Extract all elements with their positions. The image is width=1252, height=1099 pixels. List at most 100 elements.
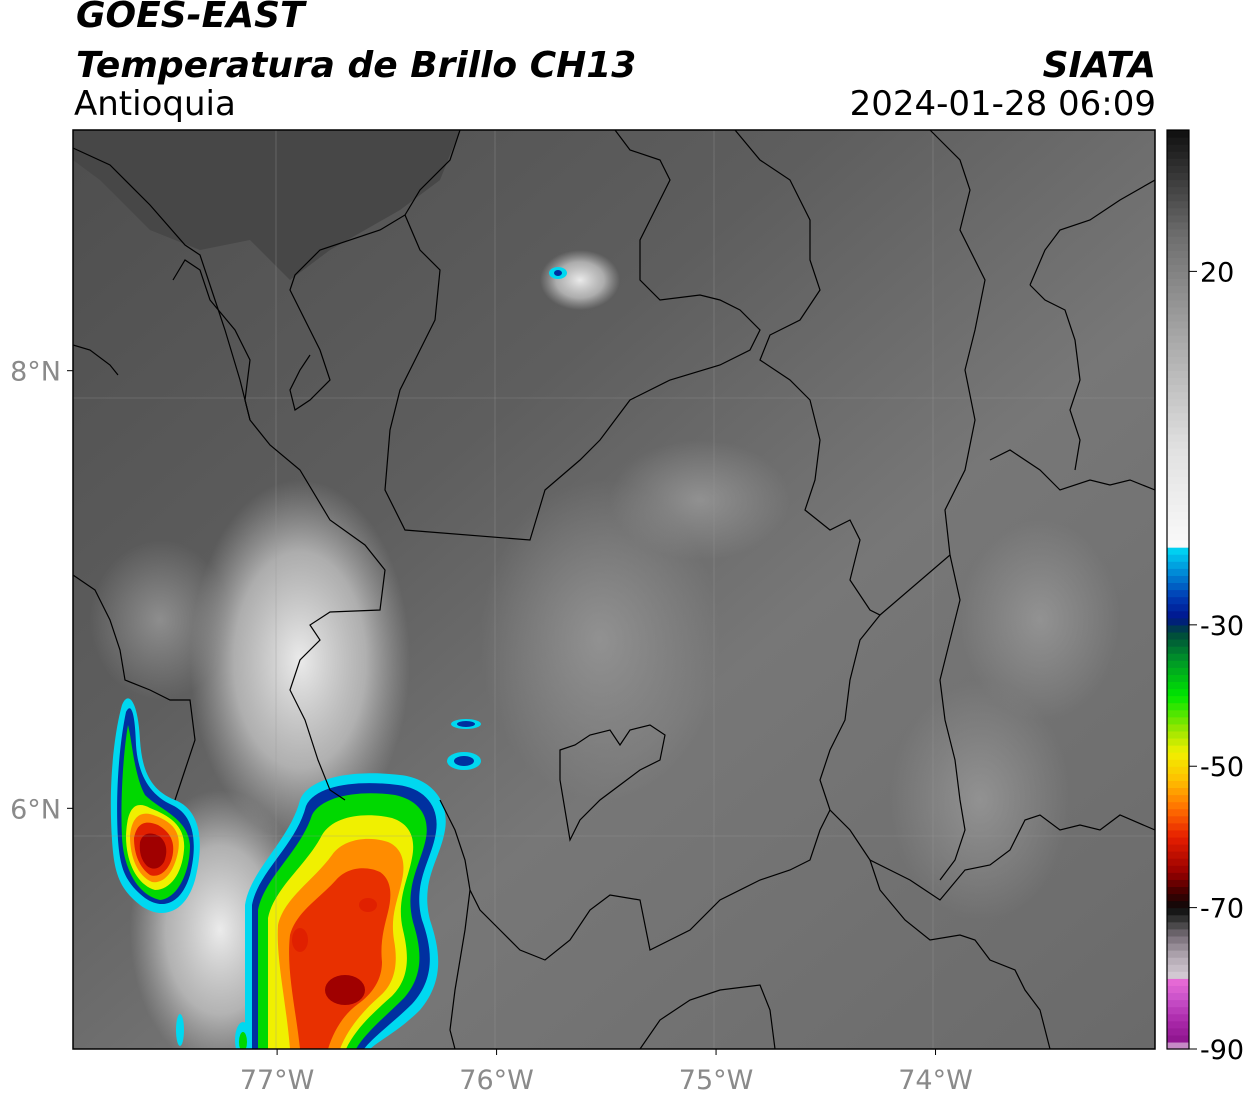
- colorbar-segment: [1167, 193, 1189, 202]
- colorbar-segment: [1167, 935, 1189, 944]
- colorbar-segment: [1167, 667, 1189, 675]
- colorbar-tick-label: -50: [1200, 752, 1244, 783]
- colorbar-segment: [1167, 158, 1189, 166]
- colorbar-segment: [1167, 525, 1189, 534]
- colorbar-segment: [1167, 469, 1189, 477]
- colorbar-segment: [1167, 271, 1189, 280]
- colorbar-segment: [1167, 313, 1189, 322]
- colorbar-segment: [1167, 568, 1189, 576]
- colorbar-segment: [1167, 250, 1189, 258]
- colorbar-segment: [1167, 596, 1189, 605]
- colorbar-segment: [1167, 752, 1189, 760]
- colorbar-segment: [1167, 646, 1189, 654]
- colorbar-segment: [1167, 914, 1189, 923]
- colorbar-segment: [1167, 476, 1189, 485]
- colorbar-segment: [1167, 603, 1189, 612]
- colorbar-segment: [1167, 405, 1189, 414]
- colorbar-frame: [1166, 129, 1190, 1050]
- colorbar-segment: [1167, 335, 1189, 343]
- colorbar-segment: [1167, 992, 1189, 1001]
- colorbar-segment: [1167, 327, 1189, 336]
- colorbar-segment: [1167, 1027, 1189, 1036]
- colorbar-segment: [1167, 532, 1189, 541]
- lon-tick-label: 75°W: [679, 1065, 754, 1096]
- colorbar-segment: [1167, 144, 1189, 152]
- colorbar-segment: [1167, 702, 1189, 711]
- colorbar-segment: [1167, 964, 1189, 972]
- colorbar-segment: [1167, 879, 1189, 888]
- colorbar-gradient: [1167, 130, 1189, 1050]
- lon-tick-label: 77°W: [240, 1065, 315, 1096]
- colorbar-segment: [1167, 1041, 1189, 1050]
- colorbar-segment: [1167, 794, 1189, 803]
- colorbar-segment: [1167, 801, 1189, 810]
- colorbar-segment: [1167, 186, 1189, 195]
- colorbar-segment: [1167, 1020, 1189, 1029]
- colorbar-segment: [1167, 582, 1189, 591]
- colorbar-segment: [1167, 688, 1189, 697]
- colorbar-segment: [1167, 518, 1189, 527]
- colorbar-segment: [1167, 575, 1189, 584]
- colorbar-segment: [1167, 130, 1189, 138]
- datetime-label: 2024-01-28 06:09: [849, 84, 1156, 124]
- colorbar-segment: [1167, 547, 1189, 555]
- colorbar-segment: [1167, 236, 1189, 244]
- colorbar: 20 -30 -50 -70 -90: [1166, 129, 1244, 1066]
- colorbar-segment: [1167, 151, 1189, 159]
- colorbar-segment: [1167, 257, 1189, 265]
- colorbar-segment: [1167, 723, 1189, 732]
- colorbar-segment: [1167, 900, 1189, 909]
- colorbar-segment: [1167, 363, 1189, 371]
- colorbar-segment: [1167, 165, 1189, 174]
- colorbar-segment: [1167, 179, 1189, 188]
- colorbar-tick-label: -90: [1200, 1035, 1244, 1066]
- colorbar-segment: [1167, 221, 1189, 230]
- colorbar-tick-label: -30: [1200, 611, 1244, 642]
- colorbar-segment: [1167, 716, 1189, 725]
- colorbar-segment: [1167, 822, 1189, 831]
- colorbar-segment: [1167, 660, 1189, 668]
- colorbar-segment: [1167, 942, 1189, 951]
- colorbar-segment: [1167, 836, 1189, 845]
- colorbar-segment: [1167, 264, 1189, 272]
- colorbar-ticks: 20 -30 -50 -70 -90: [1189, 257, 1244, 1066]
- colorbar-segment: [1167, 759, 1189, 767]
- colorbar-segment: [1167, 617, 1189, 626]
- colorbar-segment: [1167, 624, 1189, 633]
- lon-tick-label: 76°W: [459, 1065, 534, 1096]
- colorbar-segment: [1167, 787, 1189, 796]
- colorbar-segment: [1167, 695, 1189, 704]
- colorbar-segment: [1167, 504, 1189, 513]
- colorbar-segment: [1167, 137, 1189, 145]
- colorbar-segment: [1167, 589, 1189, 598]
- colorbar-segment: [1167, 829, 1189, 838]
- colorbar-segment: [1167, 653, 1189, 661]
- colorbar-segment: [1167, 921, 1189, 930]
- colorbar-segment: [1167, 950, 1189, 958]
- region-label: Antioquia: [74, 84, 236, 124]
- colorbar-segment: [1167, 455, 1189, 463]
- colorbar-segment: [1167, 773, 1189, 781]
- colorbar-segment: [1167, 412, 1189, 421]
- colorbar-segment: [1167, 745, 1189, 753]
- colorbar-segment: [1167, 511, 1189, 520]
- colorbar-segment: [1167, 843, 1189, 852]
- colorbar-segment: [1167, 999, 1189, 1008]
- colorbar-segment: [1167, 356, 1189, 364]
- colorbar-segment: [1167, 433, 1189, 442]
- colorbar-segment: [1167, 865, 1189, 873]
- colorbar-segment: [1167, 858, 1189, 866]
- colorbar-segment: [1167, 808, 1189, 817]
- colorbar-segment: [1167, 638, 1189, 647]
- colorbar-segment: [1167, 172, 1189, 181]
- colorbar-segment: [1167, 349, 1189, 357]
- colorbar-segment: [1167, 214, 1189, 223]
- colorbar-segment: [1167, 985, 1189, 994]
- lat-tick-label: 8°N: [10, 357, 61, 388]
- colorbar-tick-label: 20: [1200, 257, 1234, 288]
- colorbar-segment: [1167, 200, 1189, 209]
- colorbar-segment: [1167, 928, 1189, 937]
- colorbar-segment: [1167, 299, 1189, 308]
- colorbar-segment: [1167, 320, 1189, 329]
